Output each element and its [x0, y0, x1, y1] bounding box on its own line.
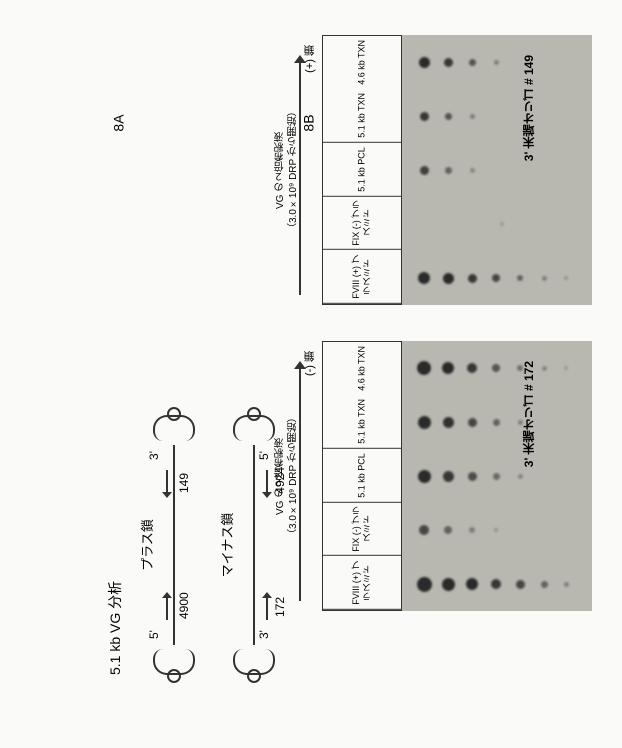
sample-row-label: 5.1 kb TXN — [323, 89, 401, 143]
blot-spot — [445, 113, 452, 120]
blot-spot — [467, 363, 477, 373]
blot-membrane — [402, 341, 592, 611]
sample-row-label: FIX (-) プラスミド — [323, 196, 401, 250]
hairpin-left-icon — [153, 649, 195, 675]
blot-spot — [518, 474, 523, 479]
sample-row-label: 5.1 kb TXN — [323, 395, 401, 449]
blot-row-labels: 4.6 kb TXN5.1 kb TXN5.1 kb PCLFIX (-) プラ… — [322, 35, 402, 305]
sample-row-label: FVIII (+) プラスミド — [323, 556, 401, 610]
blot-spot — [468, 418, 477, 427]
blot-spot — [494, 60, 499, 65]
blot-spot — [419, 57, 430, 68]
blot-spot — [443, 273, 454, 284]
blot-spot — [442, 578, 455, 591]
blot-spot — [468, 274, 477, 283]
plus-strand-label: プラス鎖 — [137, 519, 156, 571]
blot-spot — [419, 525, 429, 535]
blot-membrane — [402, 35, 592, 305]
arrow-149-icon — [161, 470, 173, 498]
dilution-arrow-icon — [294, 55, 306, 295]
blot-spot — [516, 580, 525, 589]
sample-row-label: 4.6 kb TXN — [323, 342, 401, 395]
blot-spot — [444, 58, 453, 67]
fig8a-title: 5.1 kb VG 分析 — [105, 415, 125, 675]
blot-spot — [493, 473, 500, 480]
strand-line — [253, 445, 255, 645]
blot-minus-container: (-) 鎖 VG の２倍希釈液 （3.0×10⁹ DRP から開始） 4.6 k… — [322, 341, 592, 611]
blot-spot — [500, 222, 504, 226]
blot-spot — [493, 419, 500, 426]
blot-spot — [420, 166, 429, 175]
blot-spot — [494, 528, 498, 532]
hairpin-right-icon — [153, 415, 195, 441]
sample-row-label: FVIII (+) プラスミド — [323, 250, 401, 304]
plus-strand-block: プラス鎖 5' 3' 4900 149 — [139, 415, 209, 675]
blot-spot — [564, 582, 569, 587]
panel-a-label: 8A — [111, 114, 127, 131]
probe-149-label: 149 — [177, 473, 191, 493]
blot-spot — [443, 471, 454, 482]
dilution-arrow-icon — [294, 361, 306, 601]
three-prime-label: 3' — [147, 451, 161, 460]
sample-row-label: 5.1 kb PCL — [323, 143, 401, 197]
blot-spot — [469, 59, 476, 66]
sample-row-label: FIX (-) プラスミド — [323, 502, 401, 556]
arrow-4924-icon — [261, 470, 273, 498]
hairpin-right-icon — [233, 415, 275, 441]
blot-spot — [542, 276, 547, 281]
probe-4900-label: 4900 — [177, 592, 191, 619]
blot-spot — [417, 361, 431, 375]
blot-spot — [541, 581, 548, 588]
minus-strand-label: マイナス鎖 — [217, 513, 236, 578]
blot-row-labels: 4.6 kb TXN5.1 kb TXN5.1 kb PCLFIX (-) プラ… — [322, 341, 402, 611]
sample-row-label: 5.1 kb PCL — [323, 449, 401, 503]
figure-8b: (+) 鎖 VG の２倍希釈液 （3.0×10⁹ DRP から開始） 4.6 k… — [322, 35, 592, 647]
blot-spot — [418, 416, 431, 429]
hairpin-left-icon — [233, 649, 275, 675]
blot-plus: 4.6 kb TXN5.1 kb TXN5.1 kb PCLFIX (-) プラ… — [322, 35, 592, 305]
blot-spot — [542, 366, 547, 371]
sample-row-label: 4.6 kb TXN — [323, 36, 401, 89]
five-prime-label: 5' — [147, 630, 161, 639]
blot-top-footer: 3' 末端オリゴ # 149 — [520, 55, 537, 161]
blot-spot — [444, 526, 452, 534]
blot-minus: 4.6 kb TXN5.1 kb TXN5.1 kb PCLFIX (-) プラ… — [322, 341, 592, 611]
three-prime-label: 3' — [257, 630, 271, 639]
blot-header-line1: VG の２倍希釈液 — [275, 131, 286, 208]
blot-spot — [443, 417, 454, 428]
blot-spot — [564, 366, 568, 370]
blot-spot — [417, 577, 432, 592]
blot-spot — [470, 114, 475, 119]
blot-spot — [469, 527, 475, 533]
blot-bot-footer: 3' 末端オリゴ # 172 — [520, 361, 537, 467]
arrow-4900-icon — [161, 592, 173, 620]
strand-line — [173, 445, 175, 645]
arrow-172-icon — [261, 592, 273, 620]
blot-spot — [420, 112, 429, 121]
five-prime-label: 5' — [257, 451, 271, 460]
blot-spot — [466, 578, 478, 590]
blot-plus-container: (+) 鎖 VG の２倍希釈液 （3.0×10⁹ DRP から開始） 4.6 k… — [322, 35, 592, 305]
blot-spot — [418, 470, 431, 483]
blot-spot — [564, 276, 568, 280]
blot-spot — [492, 364, 500, 372]
blot-spot — [442, 362, 454, 374]
blot-spot — [491, 579, 501, 589]
blot-spot — [418, 272, 430, 284]
blot-header-line1: VG の２倍希釈液 — [275, 437, 286, 514]
blot-spot — [468, 472, 477, 481]
blot-spot — [517, 275, 523, 281]
blot-spot — [470, 168, 475, 173]
blot-spot — [445, 167, 452, 174]
blot-spot — [492, 274, 500, 282]
